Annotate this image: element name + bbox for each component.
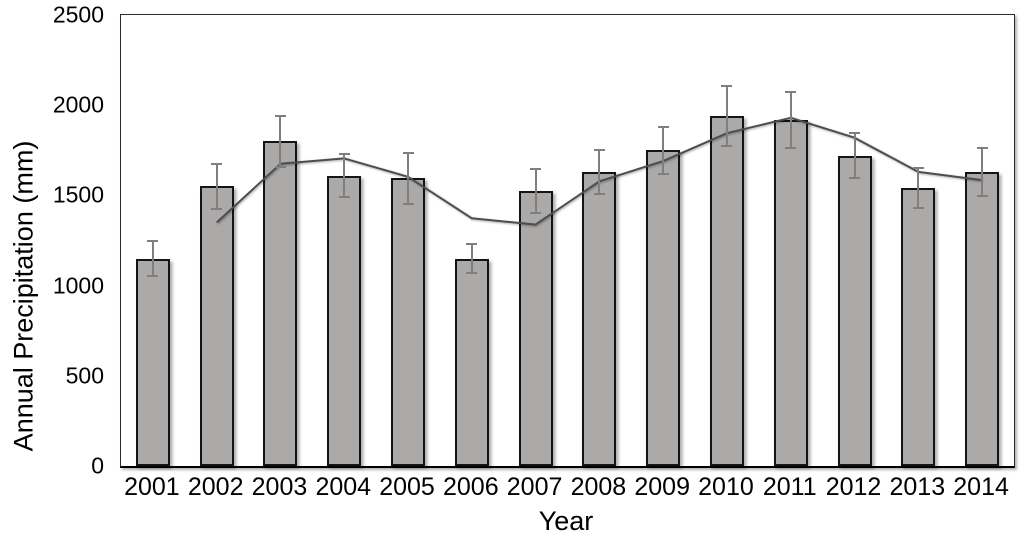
error-bar-cap bbox=[338, 152, 350, 155]
error-bar-line bbox=[279, 116, 282, 167]
bar-2006 bbox=[454, 258, 489, 466]
y-tick-label: 2000 bbox=[52, 91, 104, 118]
x-tick-label-2003: 2003 bbox=[251, 473, 308, 501]
error-bar-cap bbox=[530, 168, 542, 171]
x-tick-label-2007: 2007 bbox=[506, 473, 563, 501]
x-tick-label-2012: 2012 bbox=[825, 473, 882, 501]
error-bar-line bbox=[598, 150, 601, 194]
error-bar-cap bbox=[657, 125, 669, 128]
bar-2008 bbox=[582, 171, 617, 466]
x-tick-label-2013: 2013 bbox=[889, 473, 946, 501]
error-bar-cap bbox=[849, 132, 861, 135]
error-bar-line bbox=[534, 169, 537, 213]
error-bar-line bbox=[151, 241, 154, 276]
error-bar-cap bbox=[912, 207, 924, 210]
error-bar-cap bbox=[849, 177, 861, 180]
y-tick-label: 1500 bbox=[52, 181, 104, 208]
error-bar-cap bbox=[976, 195, 988, 198]
error-bar-cap bbox=[593, 192, 605, 195]
error-bar-line bbox=[470, 244, 473, 273]
error-bar-cap bbox=[976, 146, 988, 149]
error-bar-cap bbox=[274, 165, 286, 168]
y-tick-label: 2500 bbox=[52, 1, 104, 28]
x-tick-label-2006: 2006 bbox=[443, 473, 499, 501]
bar-2007 bbox=[518, 190, 553, 466]
error-bar-cap bbox=[211, 207, 223, 210]
x-tick-label-2009: 2009 bbox=[634, 473, 690, 501]
error-bar-cap bbox=[402, 152, 414, 154]
x-tick-label-2008: 2008 bbox=[570, 473, 627, 501]
error-bar-cap bbox=[530, 211, 542, 214]
x-tick-label-2014: 2014 bbox=[953, 473, 1009, 501]
error-bar-cap bbox=[338, 196, 350, 199]
x-tick-label-2001: 2001 bbox=[124, 473, 180, 501]
error-bar-cap bbox=[721, 144, 733, 147]
error-bar-line bbox=[662, 126, 665, 174]
error-bar-line bbox=[215, 163, 218, 209]
x-tick-label-2011: 2011 bbox=[762, 473, 817, 501]
x-tick-label-2005: 2005 bbox=[379, 473, 435, 501]
y-tick-label: 500 bbox=[65, 362, 104, 389]
error-bar-cap bbox=[785, 146, 797, 149]
y-tick-label: 0 bbox=[91, 452, 104, 479]
error-bar-cap bbox=[785, 90, 797, 93]
error-bar-line bbox=[407, 153, 410, 204]
error-bar-line bbox=[917, 168, 920, 209]
error-bar-cap bbox=[593, 149, 605, 152]
error-bar-line bbox=[343, 153, 346, 198]
error-bar-cap bbox=[912, 167, 924, 170]
x-tick-label-2010: 2010 bbox=[698, 473, 754, 501]
bar-2009 bbox=[646, 150, 681, 466]
bar-2012 bbox=[837, 155, 872, 466]
bar-2013 bbox=[901, 188, 936, 466]
error-bar-line bbox=[853, 133, 856, 179]
y-tick-label: 1000 bbox=[52, 272, 104, 299]
error-bar-cap bbox=[402, 202, 414, 205]
bar-2011 bbox=[773, 119, 808, 466]
bar-2001 bbox=[135, 258, 170, 466]
error-bar-cap bbox=[211, 162, 223, 165]
error-bar-cap bbox=[721, 85, 733, 88]
x-axis-title: Year bbox=[538, 506, 594, 536]
error-bar-cap bbox=[147, 274, 159, 277]
error-bar-cap bbox=[657, 172, 669, 175]
error-bar-line bbox=[981, 147, 984, 197]
error-bar-cap bbox=[466, 271, 478, 274]
plot-area bbox=[120, 14, 1015, 468]
trend-line-svg bbox=[216, 116, 983, 226]
error-bar-line bbox=[789, 91, 792, 148]
error-bar-cap bbox=[466, 243, 478, 246]
bar-2014 bbox=[965, 171, 1000, 466]
x-tick-label-2004: 2004 bbox=[315, 473, 372, 501]
error-bar-line bbox=[725, 86, 728, 146]
bar-2004 bbox=[327, 175, 362, 466]
bar-2010 bbox=[709, 116, 744, 466]
error-bar-cap bbox=[147, 240, 159, 243]
error-bar-cap bbox=[274, 115, 286, 118]
x-tick-label-2002: 2002 bbox=[187, 473, 244, 501]
